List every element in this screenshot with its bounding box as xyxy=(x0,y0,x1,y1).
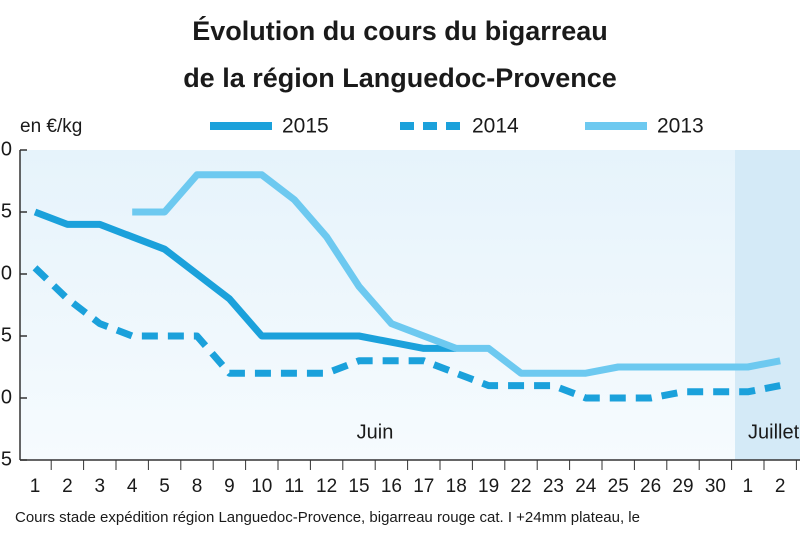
x-tick-label: 16 xyxy=(381,476,402,497)
y-tick-label: 5,0 xyxy=(0,138,12,160)
x-tick-label: 8 xyxy=(192,476,203,497)
x-tick-label: 19 xyxy=(478,476,499,497)
legend-label: 2014 xyxy=(472,115,519,138)
x-tick-label: 15 xyxy=(348,476,369,497)
y-axis-label: en €/kg xyxy=(20,116,82,137)
x-tick-label: 25 xyxy=(608,476,629,497)
legend-label: 2013 xyxy=(657,115,704,138)
x-tick-label: 4 xyxy=(127,476,138,497)
x-tick-label: 3 xyxy=(95,476,106,497)
x-tick-label: 1 xyxy=(743,476,754,497)
x-tick-label: 2 xyxy=(62,476,73,497)
footnote: Cours stade expédition région Languedoc-… xyxy=(15,509,640,526)
x-tick-label: 22 xyxy=(510,476,531,497)
series-line xyxy=(33,208,457,352)
x-tick-label: 12 xyxy=(316,476,337,497)
chart-title: de la région Languedoc-Provence xyxy=(183,63,617,93)
x-tick-label: 11 xyxy=(284,476,304,497)
chart-title: Évolution du cours du bigarreau xyxy=(192,15,608,46)
x-tick-label: 2 xyxy=(775,476,786,497)
x-tick-label: 10 xyxy=(251,476,272,497)
x-tick-label: 26 xyxy=(640,476,661,497)
x-tick-label: 5 xyxy=(159,476,170,497)
month-label: Juin xyxy=(357,421,394,443)
x-tick-label: 24 xyxy=(575,476,597,497)
x-tick-label: 29 xyxy=(672,476,693,497)
x-tick-label: 18 xyxy=(446,476,467,497)
x-tick-label: 23 xyxy=(543,476,564,497)
y-tick-label: 4,5 xyxy=(0,200,12,222)
plot-background xyxy=(20,150,800,460)
y-tick-label: 2,5 xyxy=(0,448,12,470)
month-label: Juillet xyxy=(748,421,800,443)
x-tick-label: 1 xyxy=(30,476,41,497)
y-tick-label: 3,5 xyxy=(0,324,12,346)
x-tick-label: 9 xyxy=(224,476,235,497)
y-tick-label: 3,0 xyxy=(0,386,12,408)
legend-label: 2015 xyxy=(282,115,329,138)
x-tick-label: 17 xyxy=(413,476,434,497)
july-band xyxy=(735,150,800,460)
x-tick-label: 30 xyxy=(705,476,726,497)
y-tick-label: 4,0 xyxy=(0,262,12,284)
series-line xyxy=(132,171,781,377)
